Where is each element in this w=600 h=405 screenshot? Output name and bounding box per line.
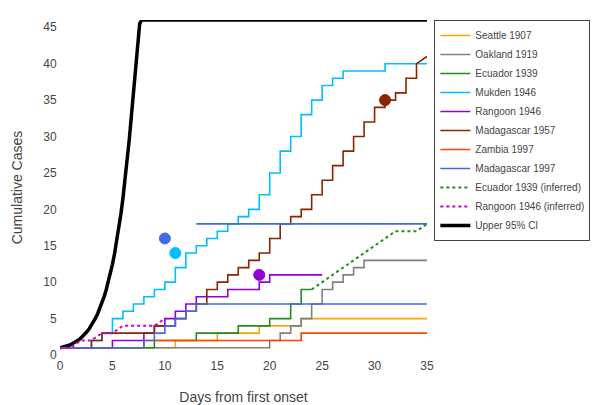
svg-text:5: 5 [50,312,57,326]
svg-text:35: 35 [43,93,57,107]
svg-text:40: 40 [43,57,57,71]
svg-text:45: 45 [43,20,57,34]
svg-text:15: 15 [211,359,225,373]
svg-text:Zambia 1997: Zambia 1997 [475,144,534,155]
svg-text:15: 15 [43,239,57,253]
svg-text:Rangoon 1946: Rangoon 1946 [475,106,541,117]
svg-text:35: 35 [420,359,434,373]
svg-text:30: 30 [368,359,382,373]
svg-text:Days from first onset: Days from first onset [179,389,307,405]
svg-text:20: 20 [263,359,277,373]
svg-text:20: 20 [43,203,57,217]
svg-text:0: 0 [57,359,64,373]
svg-text:10: 10 [43,275,57,289]
svg-text:Oakland 1919: Oakland 1919 [475,49,538,60]
svg-text:Ecuador 1939 (inferred): Ecuador 1939 (inferred) [475,182,581,193]
svg-text:Madagascar 1957: Madagascar 1957 [475,125,555,136]
svg-text:25: 25 [43,166,57,180]
svg-text:Seattle 1907: Seattle 1907 [475,30,532,41]
svg-text:Upper 95% CI: Upper 95% CI [475,220,538,231]
svg-text:25: 25 [315,359,329,373]
svg-text:Cumulative Cases: Cumulative Cases [9,131,25,245]
svg-text:30: 30 [43,130,57,144]
svg-text:Mukden 1946: Mukden 1946 [475,87,536,98]
svg-text:Madagascar 1997: Madagascar 1997 [475,163,555,174]
svg-text:0: 0 [50,348,57,362]
svg-text:Ecuador 1939: Ecuador 1939 [475,68,538,79]
svg-text:10: 10 [158,359,172,373]
svg-text:Rangoon 1946 (inferred): Rangoon 1946 (inferred) [475,201,584,212]
svg-text:5: 5 [109,359,116,373]
